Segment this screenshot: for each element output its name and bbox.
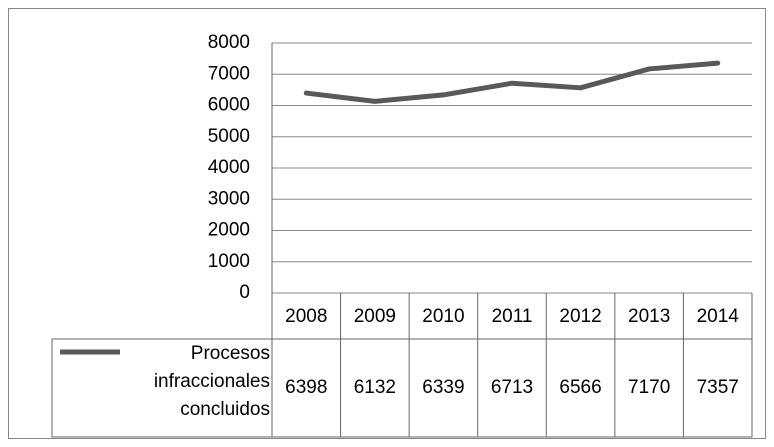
data-table-value: 6713: [491, 377, 533, 398]
y-tick-label: 3000: [208, 188, 250, 209]
legend-name-box: Procesos infraccionales concluidos: [153, 343, 270, 420]
y-tick-label: 8000: [208, 32, 250, 53]
y-tick-label: 1000: [208, 251, 250, 272]
y-tick-label: 4000: [208, 157, 250, 178]
y-tick-label: 6000: [208, 95, 250, 116]
chart-border: [8, 8, 766, 439]
data-table-value: 7170: [628, 377, 670, 398]
data-table-value: 6566: [559, 377, 601, 398]
data-table-value: 6132: [354, 377, 396, 398]
x-tick-label: 2014: [697, 306, 740, 327]
line-series: [303, 60, 721, 104]
x-tick-label: 2008: [285, 306, 327, 327]
x-tick-label: 2010: [422, 306, 464, 327]
legend-label: Procesos infraccionales concluidos: [153, 343, 270, 420]
y-tick-label: 2000: [208, 220, 250, 241]
data-table-value: 6339: [422, 377, 464, 398]
x-tick-label: 2012: [559, 306, 601, 327]
data-table-value: 6398: [285, 377, 327, 398]
y-tick-label: 7000: [208, 63, 250, 84]
data-table-value: 7357: [697, 377, 739, 398]
x-tick-label: 2011: [492, 306, 533, 327]
y-tick-label: 0: [239, 282, 250, 303]
x-tick-label: 2013: [628, 306, 670, 327]
x-tick-label: 2009: [354, 306, 396, 327]
y-tick-label: 5000: [208, 126, 250, 147]
